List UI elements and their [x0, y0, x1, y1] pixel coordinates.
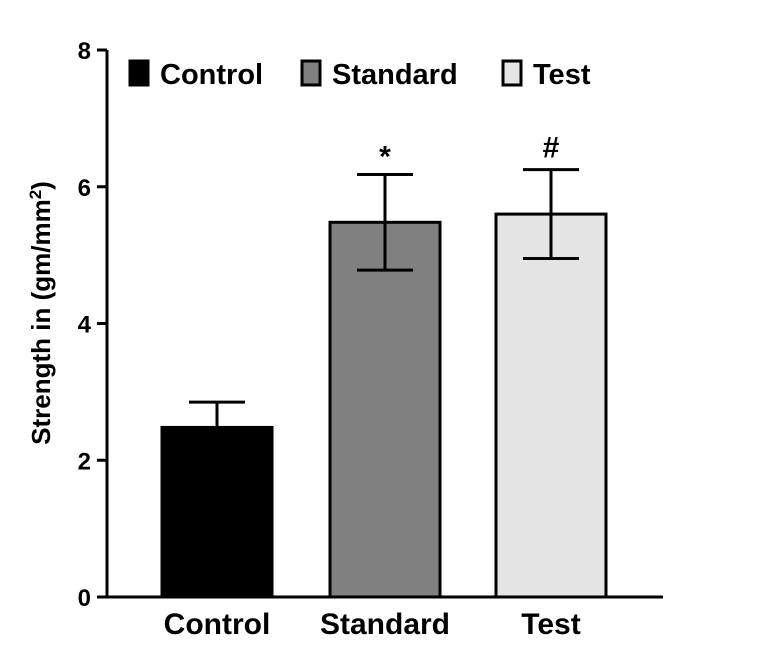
x-tick-label-test: Test	[521, 608, 580, 641]
significance-mark-standard: *	[379, 140, 391, 173]
y-tick-label-8: 8	[78, 38, 91, 65]
y-tick-label-4: 4	[78, 312, 92, 339]
error-bars-layer	[189, 168, 579, 455]
x-tick-label-standard: Standard	[320, 608, 450, 641]
y-tick-label-2: 2	[78, 448, 91, 475]
bar-standard	[328, 220, 442, 599]
legend: Control Standard Test	[128, 59, 591, 91]
category-labels-layer: Control Standard Test	[164, 608, 581, 641]
legend-label-test: Test	[533, 59, 591, 91]
bar-test	[494, 212, 608, 599]
legend-swatch-control	[128, 59, 150, 87]
y-tick-label-6: 6	[78, 175, 91, 202]
legend-label-standard: Standard	[332, 59, 458, 91]
bar-control	[160, 425, 274, 599]
x-tick-label-control: Control	[164, 608, 271, 641]
y-axis-title-main: Strength in (gm/mm	[26, 199, 56, 445]
significance-mark-test: #	[543, 132, 560, 165]
legend-swatch-test	[501, 59, 523, 87]
y-axis-title: Strength in (gm/mm2)	[26, 181, 57, 445]
legend-swatch-standard	[300, 59, 322, 87]
y-tick-label-0: 0	[78, 585, 91, 612]
significance-labels-layer: * #	[379, 132, 560, 174]
legend-label-control: Control	[160, 59, 263, 91]
y-ticks-layer: 0 2 4 6 8	[78, 38, 107, 612]
y-axis-title-superscript: 2	[26, 190, 45, 199]
y-axis-title-suffix: )	[26, 181, 56, 190]
